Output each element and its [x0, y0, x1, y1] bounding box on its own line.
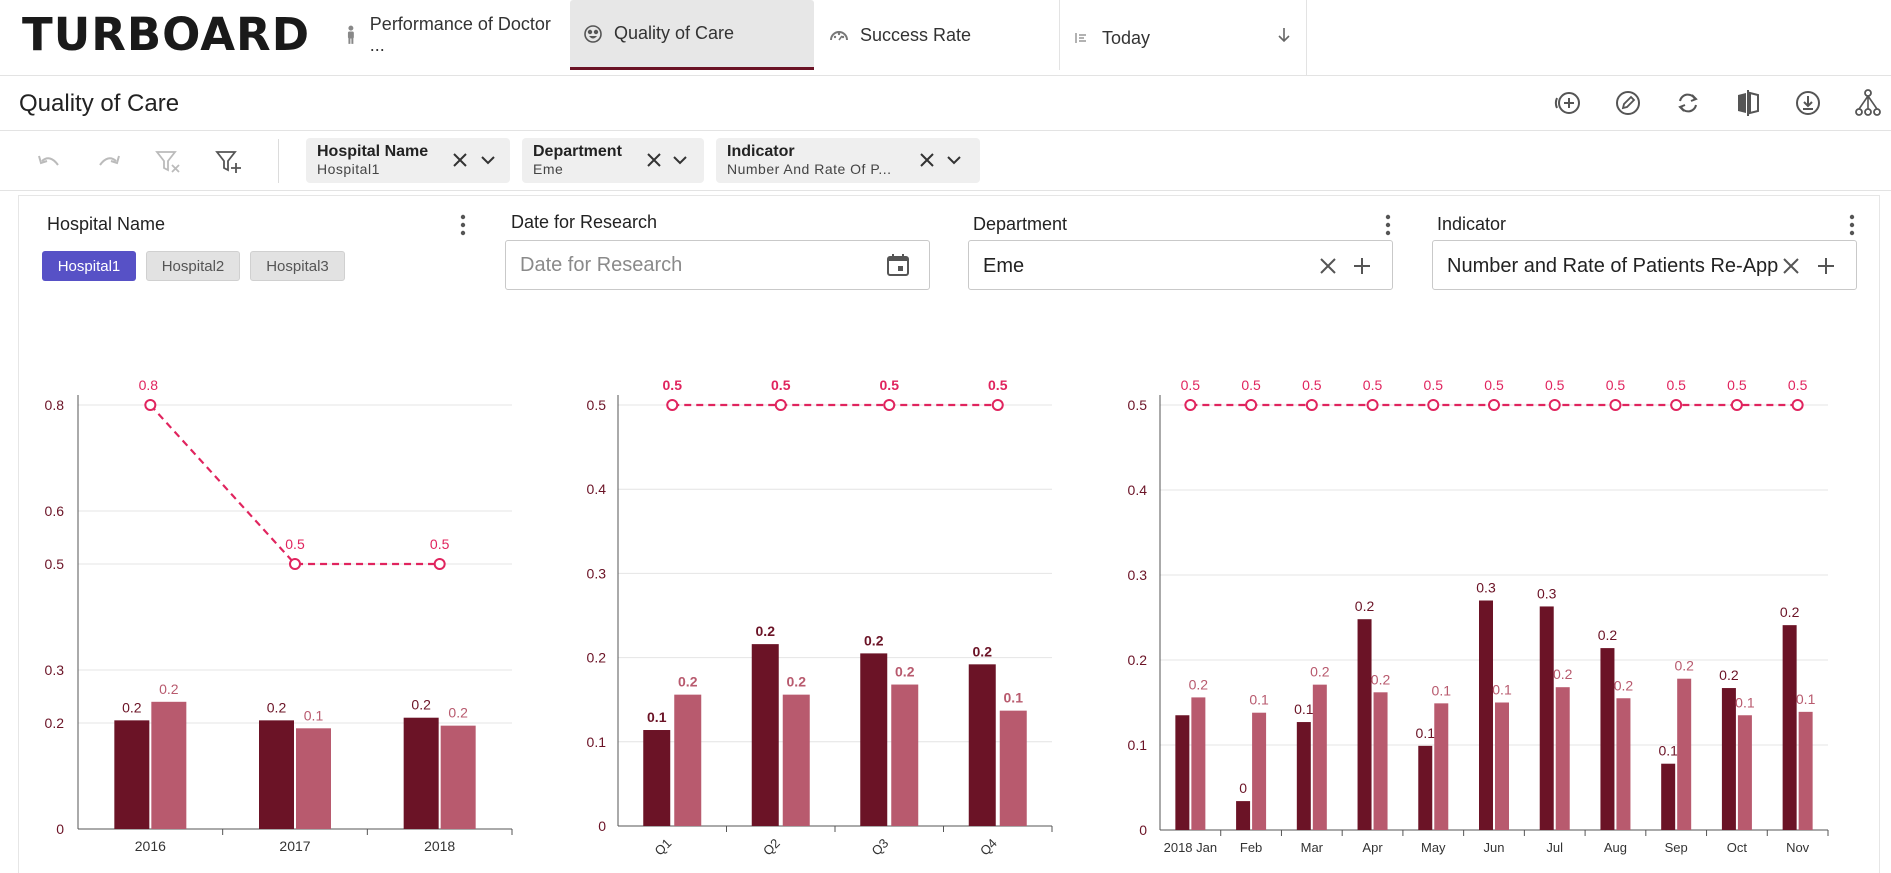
download-button[interactable] [1793, 88, 1823, 118]
chip-title: Hospital Name [317, 143, 429, 160]
chip-title: Department [533, 143, 622, 160]
tab-label: Quality of Care [614, 23, 735, 43]
filter-clear-icon [155, 151, 180, 173]
add-widget-button[interactable] [1553, 88, 1583, 118]
hospital-option-3[interactable]: Hospital3 [250, 251, 345, 281]
gauge-icon [830, 31, 848, 41]
redo-button[interactable] [94, 147, 124, 177]
date-filter-label: Date for Research [511, 212, 658, 232]
hierarchy-button[interactable] [1853, 88, 1883, 118]
more-icon[interactable] [456, 213, 470, 237]
compare-icon [1738, 90, 1759, 116]
chevron-down-icon[interactable] [672, 152, 688, 168]
chip-title: Indicator [727, 143, 795, 160]
undo-icon [38, 155, 59, 166]
tab-success-rate[interactable]: Success Rate [816, 0, 1060, 70]
more-icon[interactable] [1845, 213, 1859, 237]
tab-quality-of-care[interactable]: Quality of Care [570, 0, 814, 70]
page-title: Quality of Care [19, 90, 180, 117]
filter-chip-indicator[interactable]: Indicator Number And Rate Of P... [716, 138, 980, 183]
department-select[interactable]: Eme [968, 240, 1393, 290]
calendar-icon[interactable] [886, 253, 910, 277]
redo-icon [99, 155, 120, 166]
plus-icon[interactable] [1352, 256, 1372, 276]
clear-filters-button[interactable] [154, 147, 184, 177]
add-widget-icon [1554, 92, 1580, 114]
close-icon[interactable] [452, 152, 468, 168]
department-value: Eme [983, 255, 1025, 277]
chip-value: Eme [533, 161, 564, 177]
department-filter-label: Department [973, 214, 1068, 234]
plus-icon[interactable] [1816, 256, 1836, 276]
care-icon [584, 24, 602, 43]
date-range-label: Today [1102, 27, 1151, 48]
top-bar: TURBOARD Performance of Doctor ... Quali… [0, 0, 1891, 76]
close-icon[interactable] [1318, 256, 1338, 276]
chip-value: Number And Rate Of P... [727, 161, 892, 177]
undo-button[interactable] [34, 147, 64, 177]
tab-label: Performance of Doctor ... [369, 14, 551, 55]
chevron-down-icon[interactable] [946, 152, 962, 168]
turboard-logo[interactable]: TURBOARD [22, 8, 311, 61]
chevron-down-icon[interactable] [480, 152, 496, 168]
more-icon[interactable] [1381, 213, 1395, 237]
filter-add-icon [215, 151, 241, 173]
refresh-icon [1678, 93, 1698, 113]
filter-chip-department[interactable]: Department Eme [522, 138, 704, 183]
indicator-filter-label: Indicator [1437, 214, 1507, 234]
edit-button[interactable] [1613, 88, 1643, 118]
title-bar: Quality of Care [0, 76, 1891, 131]
edit-icon [1616, 91, 1640, 115]
person-icon [347, 25, 354, 44]
refresh-button[interactable] [1673, 88, 1703, 118]
hierarchy-icon [1855, 89, 1881, 116]
list-icon [1075, 33, 1086, 43]
dashboard-panel [18, 195, 1880, 873]
date-input[interactable]: Date for Research [505, 240, 930, 290]
close-icon[interactable] [1781, 256, 1801, 276]
chip-value: Hospital1 [317, 161, 380, 177]
hospital-option-2[interactable]: Hospital2 [146, 251, 240, 281]
date-range-select[interactable]: Today [1062, 0, 1307, 76]
indicator-select[interactable]: Number and Rate of Patients Re-App [1432, 240, 1857, 290]
download-icon [1796, 91, 1820, 115]
tab-performance-of-doctor[interactable]: Performance of Doctor ... [330, 0, 568, 70]
filter-chip-hospital[interactable]: Hospital Name Hospital1 [306, 138, 510, 183]
filter-bar: Hospital Name Hospital1 Department Eme I… [0, 131, 1891, 191]
compare-button[interactable] [1733, 88, 1763, 118]
date-placeholder: Date for Research [520, 254, 683, 276]
close-icon[interactable] [919, 152, 935, 168]
hospital-option-1[interactable]: Hospital1 [42, 251, 136, 281]
tab-label: Success Rate [860, 24, 972, 45]
add-filter-button[interactable] [214, 147, 244, 177]
hospital-filter-label: Hospital Name [47, 214, 166, 234]
indicator-value: Number and Rate of Patients Re-App [1447, 255, 1779, 277]
close-icon[interactable] [646, 152, 662, 168]
divider [278, 139, 279, 183]
arrow-down-icon [1278, 28, 1290, 43]
